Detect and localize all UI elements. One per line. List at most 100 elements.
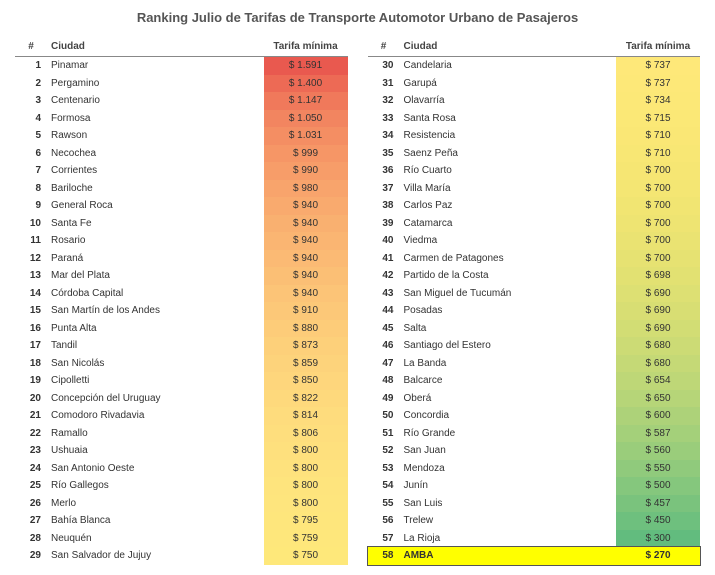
- rank-cell: 50: [368, 407, 400, 425]
- rank-cell: 43: [368, 285, 400, 303]
- rank-cell: 26: [15, 495, 47, 513]
- tarifa-cell: $ 737: [616, 57, 700, 75]
- tarifa-cell: $ 1.031: [264, 127, 348, 145]
- rank-cell: 5: [15, 127, 47, 145]
- city-cell: Carmen de Patagones: [400, 250, 617, 268]
- table-row: 51Río Grande$ 587: [368, 425, 701, 443]
- tarifa-cell: $ 850: [264, 372, 348, 390]
- table-row: 50Concordia$ 600: [368, 407, 701, 425]
- rank-cell: 38: [368, 197, 400, 215]
- tarifa-cell: $ 940: [264, 267, 348, 285]
- rank-cell: 7: [15, 162, 47, 180]
- table-row: 46Santiago del Estero$ 680: [368, 337, 701, 355]
- table-row: 29San Salvador de Jujuy$ 750: [15, 547, 348, 565]
- tarifa-cell: $ 800: [264, 495, 348, 513]
- city-cell: AMBA: [400, 547, 617, 565]
- tarifa-cell: $ 550: [616, 460, 700, 478]
- tarifa-cell: $ 587: [616, 425, 700, 443]
- table-row: 48Balcarce$ 654: [368, 372, 701, 390]
- tarifa-cell: $ 500: [616, 477, 700, 495]
- table-row: 7Corrientes$ 990: [15, 162, 348, 180]
- city-cell: San Nicolás: [47, 355, 264, 373]
- header-city: Ciudad: [47, 37, 264, 57]
- table-row: 31Garupá$ 737: [368, 75, 701, 93]
- rank-cell: 42: [368, 267, 400, 285]
- rank-cell: 3: [15, 92, 47, 110]
- tarifa-cell: $ 814: [264, 407, 348, 425]
- tarifa-cell: $ 980: [264, 180, 348, 198]
- page-title: Ranking Julio de Tarifas de Transporte A…: [15, 10, 700, 25]
- city-cell: Partido de la Costa: [400, 267, 617, 285]
- city-cell: Concepción del Uruguay: [47, 390, 264, 408]
- rank-cell: 15: [15, 302, 47, 320]
- table-row: 23Ushuaia$ 800: [15, 442, 348, 460]
- table-row: 55San Luis$ 457: [368, 495, 701, 513]
- tarifa-cell: $ 822: [264, 390, 348, 408]
- rank-cell: 16: [15, 320, 47, 338]
- table-row: 54Junín$ 500: [368, 477, 701, 495]
- tarifa-cell: $ 700: [616, 197, 700, 215]
- table-row: 12Paraná$ 940: [15, 250, 348, 268]
- table-row: 1Pinamar$ 1.591: [15, 57, 348, 75]
- rank-cell: 24: [15, 460, 47, 478]
- table-row: 53Mendoza$ 550: [368, 460, 701, 478]
- ranking-columns: # Ciudad Tarifa mínima 1Pinamar$ 1.5912P…: [15, 37, 700, 565]
- city-cell: San Luis: [400, 495, 617, 513]
- table-row: 8Bariloche$ 980: [15, 180, 348, 198]
- tarifa-cell: $ 690: [616, 302, 700, 320]
- table-row: 30Candelaria$ 737: [368, 57, 701, 75]
- table-row: 45Salta$ 690: [368, 320, 701, 338]
- rank-cell: 20: [15, 390, 47, 408]
- city-cell: Bariloche: [47, 180, 264, 198]
- tarifa-cell: $ 680: [616, 337, 700, 355]
- rank-cell: 55: [368, 495, 400, 513]
- rank-cell: 4: [15, 110, 47, 128]
- city-cell: Tandil: [47, 337, 264, 355]
- rank-cell: 40: [368, 232, 400, 250]
- rank-cell: 1: [15, 57, 47, 75]
- table-row: 56Trelew$ 450: [368, 512, 701, 530]
- rank-cell: 48: [368, 372, 400, 390]
- city-cell: San Juan: [400, 442, 617, 460]
- rank-cell: 13: [15, 267, 47, 285]
- city-cell: Catamarca: [400, 215, 617, 233]
- rank-cell: 39: [368, 215, 400, 233]
- tarifa-cell: $ 300: [616, 530, 700, 548]
- table-row: 34Resistencia$ 710: [368, 127, 701, 145]
- city-cell: Rawson: [47, 127, 264, 145]
- tarifa-cell: $ 734: [616, 92, 700, 110]
- rank-cell: 6: [15, 145, 47, 163]
- rank-cell: 21: [15, 407, 47, 425]
- rank-cell: 31: [368, 75, 400, 93]
- table-row: 25Río Gallegos$ 800: [15, 477, 348, 495]
- table-row: 28Neuquén$ 759: [15, 530, 348, 548]
- table-row: 13Mar del Plata$ 940: [15, 267, 348, 285]
- tarifa-cell: $ 999: [264, 145, 348, 163]
- rank-cell: 36: [368, 162, 400, 180]
- city-cell: Centenario: [47, 92, 264, 110]
- city-cell: San Antonio Oeste: [47, 460, 264, 478]
- city-cell: Ramallo: [47, 425, 264, 443]
- table-row: 14Córdoba Capital$ 940: [15, 285, 348, 303]
- tarifa-cell: $ 654: [616, 372, 700, 390]
- rank-cell: 52: [368, 442, 400, 460]
- city-cell: Ushuaia: [47, 442, 264, 460]
- tarifa-cell: $ 1.147: [264, 92, 348, 110]
- city-cell: Garupá: [400, 75, 617, 93]
- left-table: # Ciudad Tarifa mínima 1Pinamar$ 1.5912P…: [15, 37, 348, 565]
- city-cell: Paraná: [47, 250, 264, 268]
- city-cell: Candelaria: [400, 57, 617, 75]
- table-row: 47La Banda$ 680: [368, 355, 701, 373]
- tarifa-cell: $ 715: [616, 110, 700, 128]
- city-cell: Punta Alta: [47, 320, 264, 338]
- city-cell: Comodoro Rivadavia: [47, 407, 264, 425]
- tarifa-cell: $ 750: [264, 547, 348, 565]
- tarifa-cell: $ 795: [264, 512, 348, 530]
- tarifa-cell: $ 873: [264, 337, 348, 355]
- table-row: 6Necochea$ 999: [15, 145, 348, 163]
- table-row: 43San Miguel de Tucumán$ 690: [368, 285, 701, 303]
- city-cell: Viedma: [400, 232, 617, 250]
- city-cell: Olavarría: [400, 92, 617, 110]
- city-cell: Mar del Plata: [47, 267, 264, 285]
- tarifa-cell: $ 690: [616, 285, 700, 303]
